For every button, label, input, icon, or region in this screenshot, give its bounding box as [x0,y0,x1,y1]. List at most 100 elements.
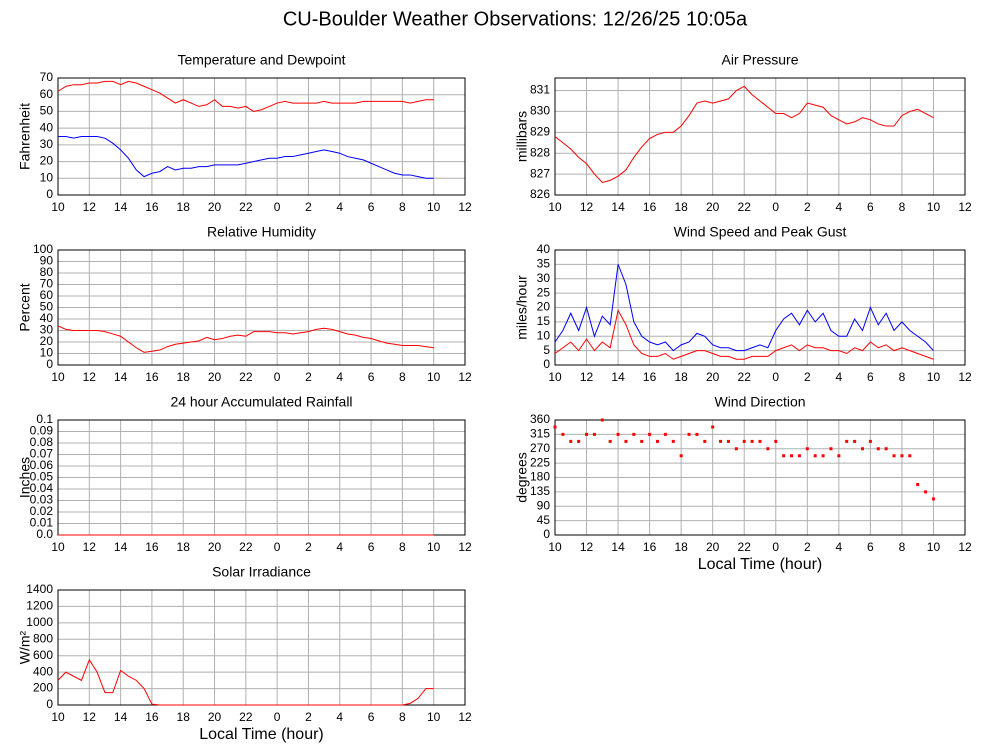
chart-panel: Wind Speed and Peak Gust0510152025303540… [514,224,972,384]
x-tick-label: 4 [836,540,843,554]
x-tick-label: 12 [580,540,594,554]
data-point [632,432,636,436]
x-tick-label: 14 [611,200,625,214]
plot-frame [554,249,966,366]
x-tick-label: 10 [927,370,941,384]
x-tick-label: 16 [145,200,159,214]
x-tick-label: 12 [958,200,972,214]
data-point [663,432,667,436]
x-tick-label: 0 [274,200,281,214]
data-point [884,447,888,451]
data-line [554,85,934,184]
x-tick-label: 8 [899,370,906,384]
x-tick-label: 8 [399,540,406,554]
chart-title: Temperature and Dewpoint [177,52,345,68]
y-tick-label: 70 [40,70,54,84]
y-tick-label: 5 [543,343,550,357]
y-tick-label: 90 [40,254,54,268]
data-point [766,447,770,451]
x-tick-label: 20 [208,710,222,724]
y-tick-label: 40 [40,120,54,134]
plot-frame [57,77,466,196]
y-tick-label: 30 [40,137,54,151]
data-point [608,439,612,443]
data-point [861,447,864,451]
x-tick-label: 4 [336,710,343,724]
x-tick-label: 8 [899,200,906,214]
y-tick-label: 25 [537,285,551,299]
plot-frame [57,589,466,706]
data-point [695,432,699,436]
data-point [703,439,707,443]
x-tick-label: 22 [239,710,253,724]
y-axis-label: miles/hour [514,275,530,340]
y-tick-label: 200 [33,681,53,695]
x-tick-label: 14 [114,540,128,554]
data-point [616,432,620,436]
y-tick-label: 1400 [26,582,53,596]
data-point [924,490,928,494]
data-point [900,454,904,458]
chart-panel: Solar Irradiance020040060080010001200140… [17,564,472,744]
y-tick-label: 0.02 [30,504,54,518]
y-tick-label: 0.03 [30,493,54,507]
x-tick-label: 0 [772,540,779,554]
x-tick-label: 12 [580,370,594,384]
x-tick-label: 6 [867,540,874,554]
data-point [916,483,920,487]
x-tick-label: 20 [208,200,222,214]
y-tick-label: 0 [46,187,53,201]
x-tick-label: 2 [804,540,811,554]
y-tick-label: 826 [530,187,550,201]
data-point [648,432,652,436]
x-tick-label: 6 [368,540,375,554]
x-tick-label: 10 [51,710,65,724]
y-tick-label: 0.08 [30,435,54,449]
chart-panel: Relative Humidity01020304050607080901001… [17,224,472,384]
x-tick-label: 12 [958,370,972,384]
x-tick-label: 20 [706,200,720,214]
x-tick-label: 8 [399,370,406,384]
x-tick-label: 12 [458,200,472,214]
y-tick-label: 30 [537,271,551,285]
x-tick-label: 2 [804,370,811,384]
x-tick-label: 8 [899,540,906,554]
data-line [58,136,434,179]
data-point [734,447,738,451]
chart-title: 24 hour Accumulated Rainfall [170,394,352,410]
x-tick-label: 16 [145,710,159,724]
data-line [57,325,434,353]
x-tick-label: 4 [336,370,343,384]
data-point [561,432,565,436]
x-tick-label: 16 [643,370,657,384]
x-tick-label: 18 [177,540,191,554]
chart-title: Wind Speed and Peak Gust [674,224,847,240]
x-tick-label: 22 [738,370,752,384]
y-tick-label: 100 [33,242,53,256]
data-point [671,439,675,443]
data-point [892,454,896,458]
x-tick-label: 10 [548,200,562,214]
x-tick-label: 10 [427,540,441,554]
x-tick-label: 0 [274,710,281,724]
y-tick-label: 135 [530,484,550,498]
y-tick-label: 225 [530,455,550,469]
x-tick-label: 10 [548,540,562,554]
data-line [57,80,434,112]
y-tick-label: 40 [40,311,54,325]
data-point [585,432,589,436]
x-tick-label: 8 [399,710,406,724]
x-tick-label: 16 [145,540,159,554]
x-tick-label: 12 [83,370,97,384]
y-tick-label: 830 [530,104,550,118]
y-tick-label: 80 [40,265,54,279]
y-tick-label: 10 [537,328,551,342]
y-tick-label: 60 [40,288,54,302]
y-tick-label: 827 [530,166,550,180]
x-tick-label: 6 [368,370,375,384]
y-tick-label: 1200 [26,599,53,613]
x-tick-label: 6 [867,200,874,214]
data-point [845,439,849,443]
